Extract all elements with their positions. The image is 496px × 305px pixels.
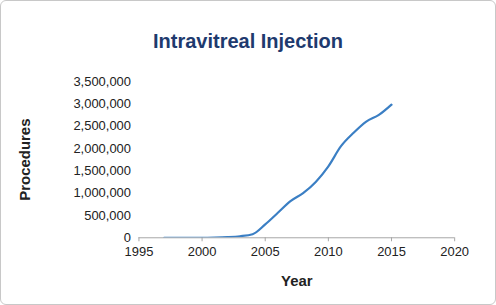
svg-text:3,500,000: 3,500,000	[73, 74, 131, 89]
svg-text:0: 0	[124, 230, 131, 245]
svg-text:500,000: 500,000	[84, 208, 131, 223]
svg-text:3,000,000: 3,000,000	[73, 96, 131, 111]
html-text:Intravitreal Injection: Intravitreal Injection	[153, 30, 343, 52]
svg-text:1,000,000: 1,000,000	[73, 185, 131, 200]
svg-text:1,500,000: 1,500,000	[73, 163, 131, 178]
svg-text:2005: 2005	[251, 244, 280, 259]
svg-text:2000: 2000	[188, 244, 217, 259]
svg-text:1995: 1995	[125, 244, 154, 259]
svg-text:Year: Year	[281, 272, 313, 289]
svg-text:2010: 2010	[314, 244, 343, 259]
svg-text:Procedures: Procedures	[16, 119, 33, 201]
svg-text:2,500,000: 2,500,000	[73, 118, 131, 133]
svg-text:2020: 2020	[440, 244, 469, 259]
svg-text:2015: 2015	[377, 244, 406, 259]
svg-text:2,000,000: 2,000,000	[73, 141, 131, 156]
